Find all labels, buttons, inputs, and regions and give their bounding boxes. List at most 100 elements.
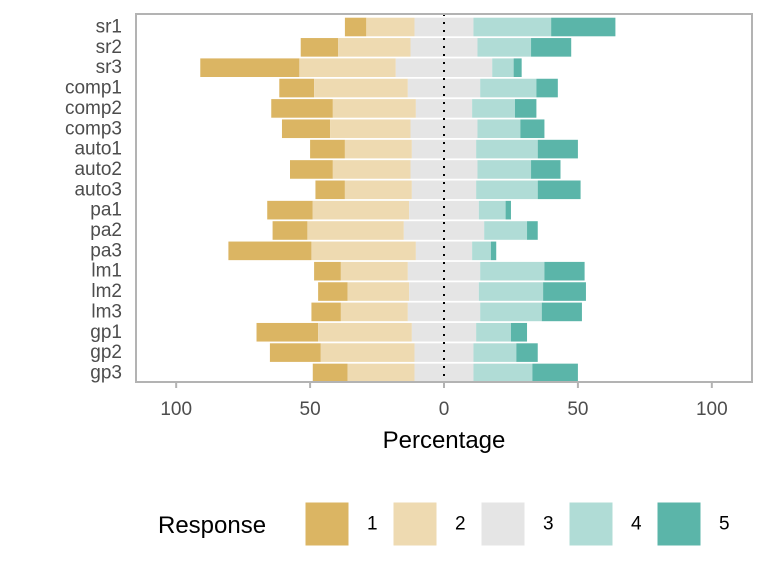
bar-gp3-response-3 (414, 363, 474, 383)
y-tick-label-pa1: pa1 (90, 200, 122, 221)
x-tick-label-4: 100 (696, 399, 728, 420)
bar-pa1-response-1 (267, 200, 313, 220)
bar-gp1-response-5 (510, 322, 528, 342)
x-tick-label-1: 50 (300, 399, 321, 420)
bar-pa1-response-2 (312, 200, 410, 220)
bar-auto2-response-1 (290, 160, 333, 179)
bar-sr1-response-1 (344, 17, 367, 37)
bar-sr1-response-3 (414, 17, 474, 37)
bar-gp1-response-2 (318, 322, 412, 342)
bar-sr3-response-3 (395, 58, 493, 77)
legend-label-2: 2 (455, 514, 466, 535)
bar-comp3-response-3 (410, 119, 478, 139)
bar-lm3-response-5 (541, 302, 582, 322)
bar-lm2-response-2 (347, 282, 410, 301)
bar-comp1-response-5 (536, 78, 558, 98)
bar-sr3-response-5 (513, 58, 522, 77)
y-tick-label-gp1: gp1 (90, 322, 122, 343)
bar-pa3-response-5 (490, 241, 497, 261)
bar-lm3-response-1 (311, 302, 341, 322)
legend-key-5 (656, 501, 702, 547)
bar-pa2-response-1 (272, 221, 308, 240)
bar-lm1-response-2 (340, 261, 408, 281)
bar-gp1-response-1 (256, 322, 319, 342)
legend-label-3: 3 (543, 514, 554, 535)
bar-gp3-response-5 (532, 363, 578, 383)
bar-gp3-response-4 (473, 363, 533, 383)
x-axis-title: Percentage (383, 427, 506, 454)
bar-comp2-response-5 (514, 99, 537, 118)
legend-label-1: 1 (367, 514, 378, 535)
x-tick-label-2: 0 (439, 399, 450, 420)
bar-auto1-response-2 (344, 139, 412, 159)
bar-comp3-response-1 (281, 119, 331, 139)
y-tick-label-pa3: pa3 (90, 240, 122, 261)
y-tick-label-comp3: comp3 (65, 118, 122, 139)
bar-auto3-response-2 (344, 180, 412, 200)
x-axis: 100 50 0 50 100 (160, 382, 728, 420)
bar-sr3-response-4 (492, 58, 514, 77)
bar-pa2-response-5 (527, 221, 538, 240)
bar-comp1-response-2 (314, 78, 408, 98)
bar-sr1-response-5 (551, 17, 616, 37)
legend-key-3 (480, 501, 526, 547)
bar-sr2-response-1 (300, 38, 339, 57)
legend-key-4 (568, 501, 614, 547)
bar-comp2-response-4 (472, 99, 515, 118)
bar-lm2-response-4 (478, 282, 544, 301)
bar-gp3-response-1 (312, 363, 348, 383)
bar-auto3-response-3 (411, 180, 477, 200)
bar-gp2-response-3 (414, 343, 474, 362)
bar-auto2-response-2 (332, 160, 411, 179)
y-tick-label-comp1: comp1 (65, 78, 122, 99)
bar-comp2-response-2 (332, 99, 416, 118)
bar-auto1-response-1 (310, 139, 345, 159)
bar-pa2-response-4 (484, 221, 528, 240)
y-tick-label-auto2: auto2 (74, 159, 122, 180)
x-tick-label-3: 50 (567, 399, 588, 420)
bar-sr1-response-4 (473, 17, 552, 37)
bar-pa3-response-4 (472, 241, 491, 261)
y-tick-label-sr1: sr1 (96, 17, 122, 38)
legend-label-4: 4 (631, 514, 642, 535)
bar-auto2-response-5 (531, 160, 561, 179)
legend: Response 1 2 3 4 5 (158, 501, 730, 547)
bar-gp2-response-1 (269, 343, 321, 362)
y-tick-label-lm1: lm1 (91, 261, 122, 282)
bar-comp1-response-1 (279, 78, 315, 98)
legend-key-1 (304, 501, 350, 547)
bar-gp1-response-4 (476, 322, 511, 342)
bar-auto3-response-4 (476, 180, 538, 200)
bar-lm1-response-1 (314, 261, 341, 281)
bar-auto2-response-4 (477, 160, 532, 179)
bar-lm3-response-4 (480, 302, 542, 322)
y-tick-label-lm2: lm2 (91, 281, 122, 302)
x-tick-label-0: 100 (160, 399, 192, 420)
bar-auto1-response-5 (537, 139, 578, 159)
bar-pa1-response-3 (409, 200, 479, 220)
bars-layer (200, 17, 616, 383)
bar-pa1-response-4 (478, 200, 506, 220)
bar-sr1-response-2 (366, 17, 415, 37)
bar-auto3-response-5 (537, 180, 581, 200)
bar-comp3-response-4 (477, 119, 521, 139)
bar-comp1-response-3 (407, 78, 481, 98)
bar-pa3-response-3 (415, 241, 473, 261)
bar-gp2-response-4 (473, 343, 517, 362)
bar-auto1-response-4 (476, 139, 538, 159)
bar-lm2-response-5 (543, 282, 586, 301)
bar-comp3-response-2 (330, 119, 411, 139)
legend-label-5: 5 (719, 514, 730, 535)
bar-pa3-response-2 (311, 241, 416, 261)
bar-lm3-response-2 (340, 302, 408, 322)
bar-lm1-response-4 (480, 261, 545, 281)
y-tick-label-sr3: sr3 (96, 57, 122, 78)
bar-gp3-response-2 (347, 363, 415, 383)
legend-title: Response (158, 512, 266, 539)
bar-gp2-response-5 (516, 343, 538, 362)
bar-gp1-response-3 (411, 322, 477, 342)
bar-sr2-response-2 (338, 38, 411, 57)
bar-sr3-response-2 (299, 58, 396, 77)
y-tick-label-lm3: lm3 (91, 301, 122, 322)
bar-lm2-response-3 (409, 282, 479, 301)
